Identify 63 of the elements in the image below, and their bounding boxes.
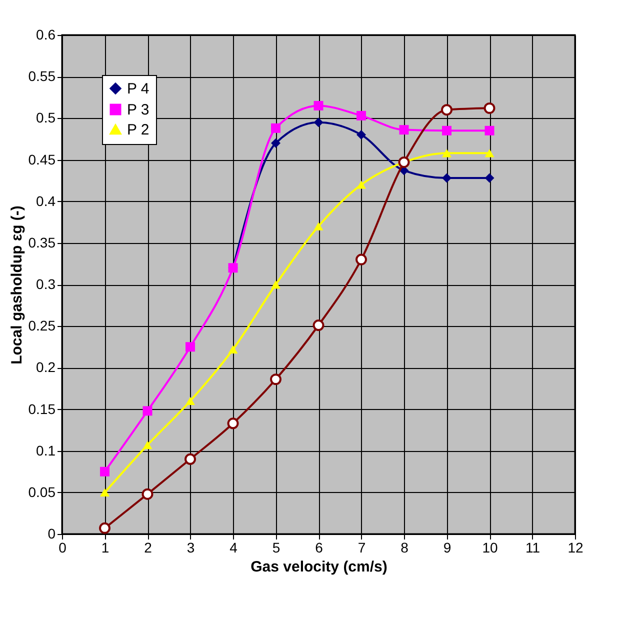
point [356, 130, 366, 140]
point [314, 118, 324, 128]
point [142, 488, 154, 500]
point [271, 138, 280, 148]
point [484, 148, 494, 158]
x-tick-label: 0 [58, 540, 67, 556]
x-tick-label: 7 [358, 540, 366, 556]
x-tick-label: 11 [525, 540, 540, 556]
x-tick-label: 9 [443, 540, 452, 556]
point [100, 466, 110, 476]
y-tick-label: 0.6 [36, 26, 56, 42]
point [442, 126, 452, 136]
x-tick-label: 5 [272, 540, 280, 556]
point [186, 396, 195, 406]
y-tick-label: 0.1 [36, 442, 56, 458]
point [442, 173, 452, 183]
point [142, 440, 152, 450]
y-tick-label: 0.2 [36, 359, 56, 376]
x-axis-title: Gas velocity (cm/s) [250, 558, 388, 576]
y-tick-label: 0.4 [36, 192, 56, 209]
point [484, 173, 494, 183]
point [228, 345, 238, 354]
point [356, 110, 366, 120]
point [100, 488, 110, 497]
point [442, 148, 452, 158]
x-tick-label: 1 [101, 540, 110, 556]
point [484, 126, 494, 136]
y-axis-title: Local gasholdup εg (-) [8, 206, 26, 364]
point [314, 222, 324, 230]
point [314, 100, 324, 110]
y-tick-label: 0 [48, 526, 56, 542]
y-tick-label: 0.25 [28, 318, 56, 334]
y-tick-label: 0.35 [28, 234, 56, 250]
y-tick-label: 0.55 [28, 68, 56, 84]
point [312, 320, 324, 331]
point [399, 125, 409, 135]
point [441, 104, 452, 116]
x-tick-label: 10 [482, 540, 498, 556]
point [184, 453, 196, 465]
x-tick-label: 2 [144, 540, 152, 556]
point [484, 102, 496, 114]
point [270, 374, 282, 386]
point [356, 180, 366, 189]
point [227, 418, 239, 430]
point [356, 254, 367, 266]
point [271, 280, 280, 289]
x-tick-label: 3 [186, 540, 195, 556]
x-tick-label: 4 [230, 540, 238, 556]
legend-label: P 2 [127, 122, 150, 138]
point [99, 522, 110, 534]
y-tick-label: 0.3 [36, 276, 56, 292]
legend-label: P 3 [127, 102, 150, 118]
y-tick-label: 0.05 [28, 484, 56, 500]
point [142, 406, 152, 416]
y-tick-label: 0.5 [36, 110, 56, 126]
x-tick-label: 6 [315, 540, 324, 556]
point [186, 342, 195, 352]
y-tick-label: 0.45 [28, 151, 56, 168]
y-tick-label: 0.15 [28, 400, 56, 417]
point [271, 123, 280, 133]
x-tick-label: 12 [568, 540, 584, 556]
legend-label: P 4 [127, 80, 150, 98]
x-tick-label: 8 [400, 540, 409, 556]
